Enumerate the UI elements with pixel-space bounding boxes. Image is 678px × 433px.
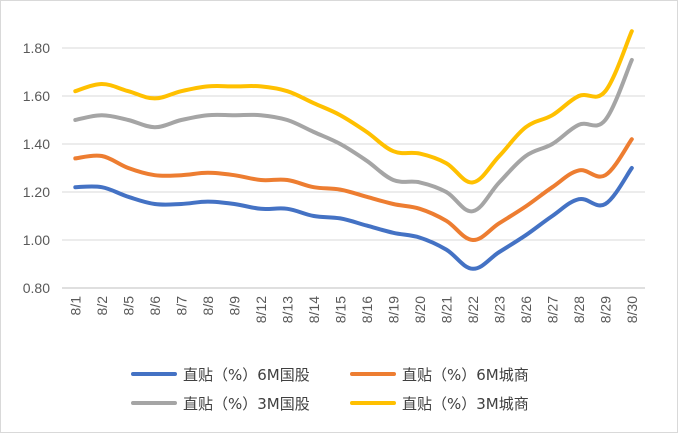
legend-label: 直贴（%）6M国股	[183, 366, 310, 384]
x-tick-label: 8/30	[624, 296, 640, 323]
y-tick-label: 1.60	[23, 88, 50, 104]
x-tick-label: 8/6	[147, 296, 163, 316]
series-line-3m-chengshang	[73, 29, 634, 185]
legend-label: 直贴（%）3M国股	[183, 395, 310, 413]
legend-label: 直贴（%）6M城商	[402, 366, 529, 384]
x-tick-label: 8/26	[518, 296, 534, 323]
x-tick-label: 8/13	[279, 296, 295, 323]
y-tick-label: 1.40	[23, 136, 50, 152]
legend-item-3m-chengshang: 直贴（%）3M城商	[350, 395, 529, 413]
x-tick-label: 8/9	[226, 296, 242, 316]
x-tick-label: 8/12	[253, 296, 269, 323]
x-tick-label: 8/15	[332, 296, 348, 323]
series-line-3m-guogu	[73, 58, 634, 214]
x-tick-label: 8/28	[571, 296, 587, 323]
legend-item-3m-guogu: 直贴（%）3M国股	[131, 395, 310, 413]
y-tick-label: 1.80	[23, 40, 50, 56]
legend-label: 直贴（%）3M城商	[402, 395, 529, 413]
x-axis-ticks: 8/1 8/2 8/5 8/6 8/7 8/8 8/9 8/12 8/13 8/14 8/15 8/1…	[67, 296, 640, 323]
series-line-6m-chengshang	[73, 137, 634, 242]
x-tick-label: 8/21	[438, 296, 454, 323]
y-tick-label: 1.20	[23, 184, 50, 200]
legend-item-6m-guogu: 直贴（%）6M国股	[131, 366, 310, 384]
y-tick-label: 0.80	[23, 280, 50, 296]
x-tick-label: 8/16	[359, 296, 375, 323]
series-line-6m-guogu	[73, 166, 634, 271]
x-tick-label: 8/29	[597, 296, 613, 323]
y-tick-label: 1.00	[23, 232, 50, 248]
x-tick-label: 8/1	[67, 296, 83, 316]
series-lines	[73, 29, 634, 271]
x-tick-label: 8/19	[385, 296, 401, 323]
x-tick-label: 8/8	[200, 296, 216, 316]
x-tick-label: 8/7	[173, 296, 189, 316]
x-tick-label: 8/14	[306, 296, 322, 323]
legend-item-6m-chengshang: 直贴（%）6M城商	[350, 366, 529, 384]
x-tick-label: 8/20	[412, 296, 428, 323]
x-tick-label: 8/22	[465, 296, 481, 323]
x-tick-label: 8/5	[120, 296, 136, 316]
y-axis-ticks: 0.80 1.00 1.20 1.40 1.60 1.80	[23, 40, 50, 296]
x-tick-label: 8/2	[94, 296, 110, 316]
x-tick-label: 8/27	[544, 296, 560, 323]
x-tick-label: 8/23	[491, 296, 507, 323]
